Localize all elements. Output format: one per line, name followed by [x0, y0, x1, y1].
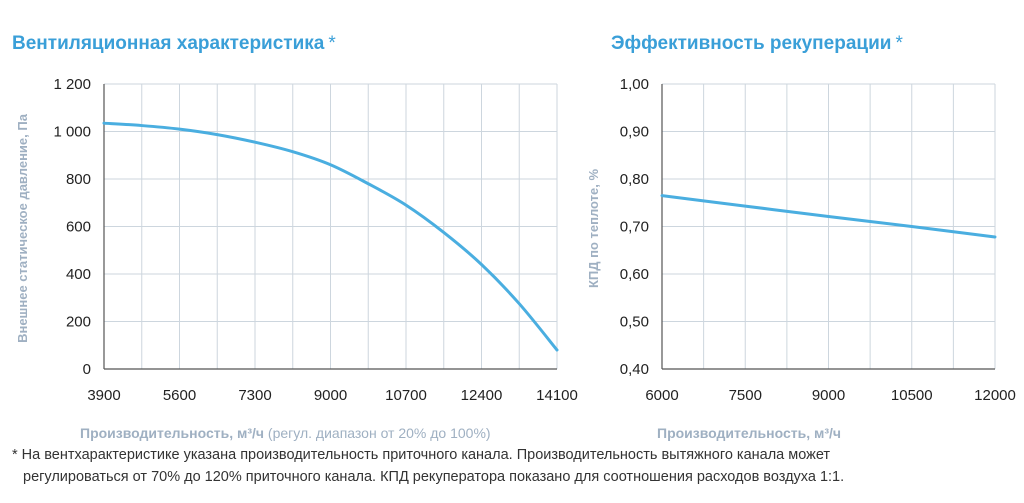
x-axis-label-recuperation: Производительность, м³/ч [657, 425, 842, 441]
x-tick-label: 9000 [314, 387, 347, 404]
y-axis-label-recuperation: КПД по теплоте, % [586, 169, 601, 289]
footnote-line-2: регулироваться от 70% до 120% приточного… [23, 469, 845, 485]
x-tick-label: 12400 [461, 387, 503, 404]
x-tick-label: 9000 [812, 387, 845, 404]
y-tick-label: 0,90 [620, 124, 649, 141]
y-tick-label: 0,70 [620, 219, 649, 236]
y-tick-label: 1 200 [53, 76, 91, 93]
x-tick-label: 6000 [645, 387, 678, 404]
y-tick-label: 0,40 [620, 361, 649, 378]
y-tick-label: 1,00 [620, 76, 649, 93]
x-axis-label-ventilation: Производительность, м³/ч (регул. диапазо… [80, 425, 491, 441]
y-tick-label: 0,80 [620, 171, 649, 188]
chart-title-ventilation: Вентиляционная характеристика * [12, 33, 336, 54]
y-tick-label: 200 [66, 314, 91, 331]
y-tick-label: 0 [83, 361, 91, 378]
series-line-ventilation [102, 121, 559, 352]
x-tick-label: 14100 [536, 387, 578, 404]
y-tick-label: 1 000 [53, 124, 91, 141]
y-tick-label: 400 [66, 266, 91, 283]
x-tick-label: 7300 [238, 387, 271, 404]
x-tick-label: 3900 [87, 387, 120, 404]
chart-title-recuperation: Эффективность рекуперации * [611, 33, 903, 54]
y-axis-label-ventilation: Внешнее статическое давление, Па [15, 113, 30, 343]
x-tick-label: 12000 [974, 387, 1016, 404]
y-tick-label: 800 [66, 171, 91, 188]
footnote: * На вентхарактеристике указана производ… [12, 444, 1012, 488]
x-tick-label: 5600 [163, 387, 196, 404]
footnote-line-1: * На вентхарактеристике указана производ… [12, 447, 831, 463]
y-tick-label: 0,60 [620, 266, 649, 283]
x-tick-label: 10700 [385, 387, 427, 404]
y-tick-label: 0,50 [620, 314, 649, 331]
series-line-recuperation [660, 194, 997, 239]
x-tick-label: 10500 [891, 387, 933, 404]
x-tick-label: 7500 [729, 387, 762, 404]
y-tick-label: 600 [66, 219, 91, 236]
